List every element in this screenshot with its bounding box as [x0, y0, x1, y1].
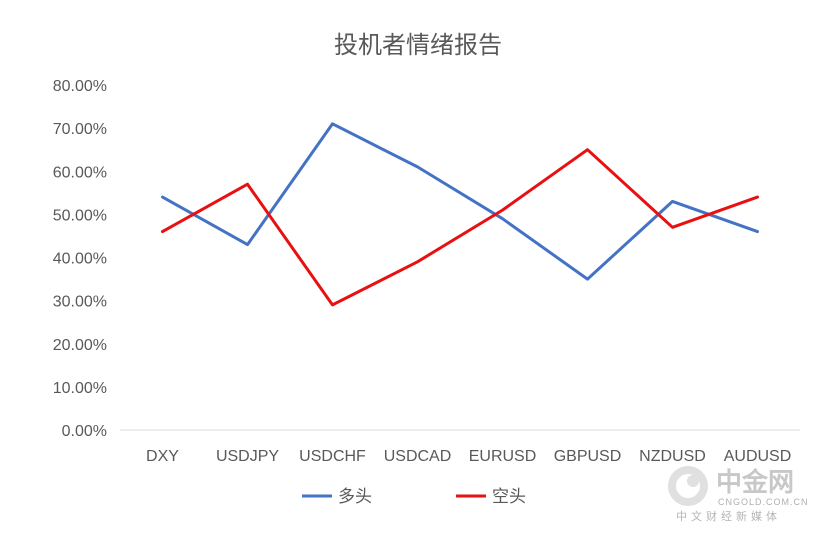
watermark: 中金网 CNGOLD.COM.CN 中文财经新媒体 — [668, 466, 809, 523]
y-axis-ticks: 0.00% 10.00% 20.00% 30.00% 40.00% 50.00% 60.00… — [53, 78, 107, 440]
series-line-1 — [161, 148, 759, 307]
x-axis-ticks: DXY USDJPY USDCHF USDCAD EURUSD GBPUSD NZDUSD A… — [146, 448, 791, 465]
legend: 多头 空头 — [302, 487, 526, 506]
watermark-brand: 中金网 — [716, 467, 794, 497]
y-tick-label: 10.00% — [53, 380, 107, 397]
y-tick-label: 40.00% — [53, 251, 107, 268]
legend-label: 多头 — [338, 487, 372, 506]
x-tick-label: DXY — [146, 448, 179, 465]
series-line-0 — [161, 122, 759, 281]
y-tick-label: 30.00% — [53, 294, 107, 311]
series-lines — [161, 122, 759, 307]
watermark-slogan: 中文财经新媒体 — [676, 509, 781, 523]
x-tick-label: EURUSD — [469, 448, 537, 465]
chart-title: 投机者情绪报告 — [334, 32, 502, 59]
y-tick-label: 20.00% — [53, 337, 107, 354]
x-tick-label: USDJPY — [216, 448, 279, 465]
x-tick-label: AUDUSD — [724, 448, 792, 465]
y-tick-label: 80.00% — [53, 78, 107, 95]
x-tick-label: GBPUSD — [554, 448, 622, 465]
watermark-logo-icon — [668, 466, 708, 506]
y-tick-label: 70.00% — [53, 121, 107, 138]
watermark-domain: CNGOLD.COM.CN — [718, 497, 809, 507]
x-tick-label: USDCHF — [299, 448, 366, 465]
y-tick-label: 0.00% — [62, 423, 107, 440]
y-tick-label: 50.00% — [53, 207, 107, 224]
x-tick-label: USDCAD — [384, 448, 452, 465]
legend-label: 空头 — [492, 487, 526, 506]
x-tick-label: NZDUSD — [639, 448, 706, 465]
y-tick-label: 60.00% — [53, 164, 107, 181]
